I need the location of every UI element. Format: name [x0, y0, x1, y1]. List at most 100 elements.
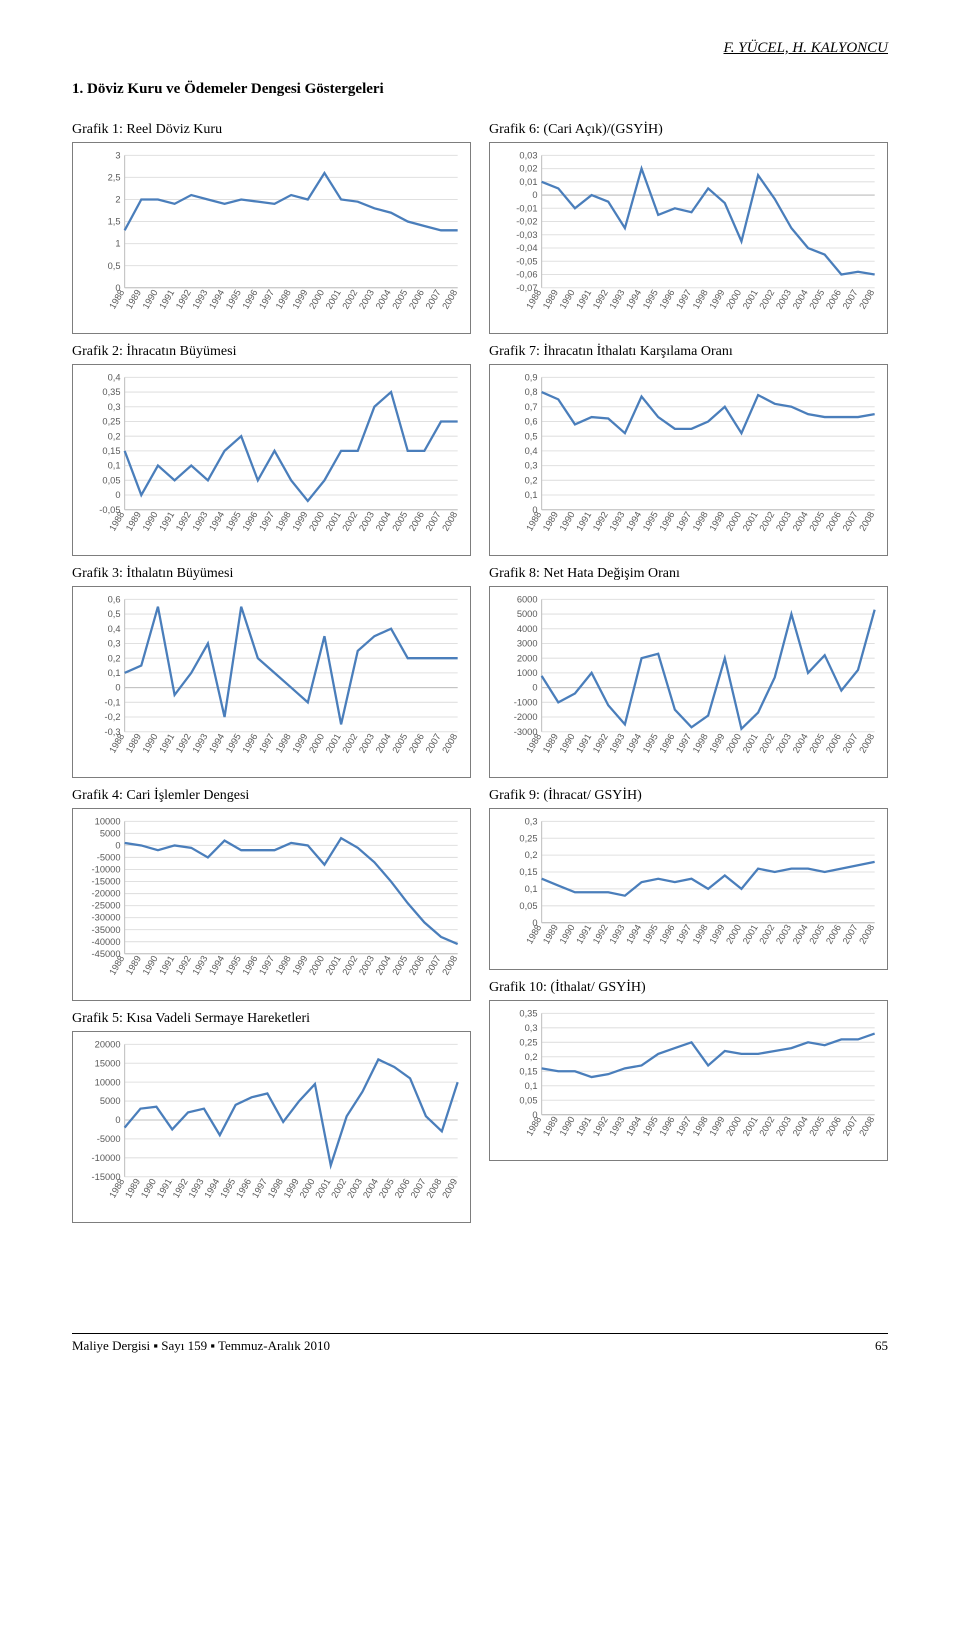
section-title: 1. Döviz Kuru ve Ödemeler Dengesi Göster…	[72, 81, 888, 98]
svg-text:2000: 2000	[307, 732, 326, 755]
svg-text:0,5: 0,5	[525, 431, 538, 441]
svg-text:1990: 1990	[558, 510, 577, 533]
svg-text:2002: 2002	[340, 732, 359, 755]
svg-text:5000: 5000	[100, 829, 121, 839]
svg-text:0: 0	[115, 841, 120, 851]
svg-text:2002: 2002	[329, 1176, 348, 1199]
svg-text:1997: 1997	[257, 288, 276, 311]
svg-text:2003: 2003	[774, 510, 793, 533]
svg-text:6000: 6000	[517, 595, 538, 605]
svg-text:2001: 2001	[741, 288, 760, 311]
svg-text:0,2: 0,2	[108, 654, 121, 664]
svg-text:2001: 2001	[314, 1176, 333, 1199]
chart-frame: -15000-10000-500005000100001500020000198…	[72, 1031, 471, 1223]
svg-text:2008: 2008	[440, 732, 459, 755]
svg-text:1995: 1995	[641, 510, 660, 533]
svg-text:0,3: 0,3	[108, 639, 121, 649]
svg-text:10000: 10000	[95, 817, 121, 827]
svg-text:1999: 1999	[708, 510, 727, 533]
svg-text:1989: 1989	[541, 288, 560, 311]
svg-text:1994: 1994	[203, 1176, 222, 1199]
svg-text:1999: 1999	[291, 954, 310, 977]
svg-text:2000: 2000	[724, 288, 743, 311]
chart-label-g4: Grafik 4: Cari İşlemler Dengesi	[72, 788, 471, 804]
svg-text:2008: 2008	[857, 1114, 876, 1137]
svg-text:2007: 2007	[841, 288, 860, 311]
svg-text:1992: 1992	[591, 1114, 610, 1137]
svg-text:1990: 1990	[141, 288, 160, 311]
svg-text:1989: 1989	[541, 1114, 560, 1137]
chart-frame: -0,07-0,06-0,05-0,04-0,03-0,02-0,0100,01…	[489, 142, 888, 334]
svg-text:1995: 1995	[641, 1114, 660, 1137]
svg-text:0: 0	[115, 683, 120, 693]
svg-text:1989: 1989	[541, 923, 560, 946]
chart-frame: 00,050,10,150,20,250,30,3519881989199019…	[489, 1000, 888, 1161]
chart-grid: Grafik 1: Reel Döviz Kuru 00,511,522,531…	[72, 112, 888, 1223]
svg-text:1990: 1990	[141, 954, 160, 977]
svg-text:1997: 1997	[250, 1176, 269, 1199]
chart-label-g1: Grafik 1: Reel Döviz Kuru	[72, 122, 471, 138]
svg-text:-0,04: -0,04	[516, 243, 537, 253]
svg-text:2006: 2006	[824, 1114, 843, 1137]
svg-text:1994: 1994	[207, 954, 226, 977]
svg-text:1998: 1998	[274, 732, 293, 755]
chart-g9: 00,050,10,150,20,250,3198819891990199119…	[492, 811, 885, 966]
svg-text:2009: 2009	[440, 1176, 459, 1199]
svg-text:2004: 2004	[791, 923, 810, 946]
svg-text:1998: 1998	[691, 923, 710, 946]
svg-text:1994: 1994	[207, 288, 226, 311]
svg-text:1991: 1991	[157, 954, 176, 977]
svg-text:1993: 1993	[608, 1114, 627, 1137]
svg-text:1997: 1997	[674, 1114, 693, 1137]
svg-text:-35000: -35000	[92, 925, 121, 935]
svg-text:0,1: 0,1	[108, 668, 121, 678]
svg-text:1995: 1995	[224, 510, 243, 533]
svg-text:1997: 1997	[674, 923, 693, 946]
svg-text:0,3: 0,3	[108, 402, 121, 412]
svg-text:2003: 2003	[774, 1114, 793, 1137]
chart-frame: -0,0500,050,10,150,20,250,30,350,4198819…	[72, 364, 471, 556]
chart-label-g8: Grafik 8: Net Hata Değişim Oranı	[489, 566, 888, 582]
svg-text:2003: 2003	[357, 510, 376, 533]
svg-text:5000: 5000	[100, 1096, 121, 1106]
svg-text:2003: 2003	[774, 288, 793, 311]
svg-text:1993: 1993	[191, 510, 210, 533]
svg-text:1991: 1991	[155, 1176, 174, 1199]
svg-text:0,4: 0,4	[108, 624, 121, 634]
svg-text:2003: 2003	[774, 923, 793, 946]
svg-text:1990: 1990	[558, 288, 577, 311]
chart-g6: -0,07-0,06-0,05-0,04-0,03-0,02-0,0100,01…	[492, 145, 885, 331]
chart-frame: 00,511,522,53198819891990199119921993199…	[72, 142, 471, 334]
svg-text:4000: 4000	[517, 624, 538, 634]
svg-text:2007: 2007	[841, 732, 860, 755]
svg-text:1997: 1997	[257, 954, 276, 977]
svg-text:2002: 2002	[340, 288, 359, 311]
svg-text:2008: 2008	[857, 288, 876, 311]
svg-text:1995: 1995	[641, 732, 660, 755]
svg-text:0,3: 0,3	[525, 1023, 538, 1033]
svg-text:0,2: 0,2	[525, 851, 538, 861]
svg-text:2003: 2003	[357, 288, 376, 311]
svg-text:2004: 2004	[374, 510, 393, 533]
svg-text:1995: 1995	[641, 288, 660, 311]
svg-text:1993: 1993	[191, 288, 210, 311]
svg-text:1990: 1990	[139, 1176, 158, 1199]
svg-text:2003: 2003	[345, 1176, 364, 1199]
svg-text:1993: 1993	[191, 732, 210, 755]
svg-text:2002: 2002	[757, 1114, 776, 1137]
svg-text:1991: 1991	[574, 1114, 593, 1137]
svg-text:0,1: 0,1	[525, 490, 538, 500]
svg-text:0,05: 0,05	[519, 1095, 537, 1105]
author-byline: F. YÜCEL, H. KALYONCU	[72, 40, 888, 57]
svg-text:0,25: 0,25	[519, 1037, 537, 1047]
svg-text:-0,05: -0,05	[516, 256, 537, 266]
svg-text:1992: 1992	[591, 510, 610, 533]
svg-text:2005: 2005	[807, 1114, 826, 1137]
svg-text:2005: 2005	[390, 510, 409, 533]
svg-text:0,15: 0,15	[102, 446, 120, 456]
svg-text:-0,2: -0,2	[104, 712, 120, 722]
svg-text:0: 0	[532, 190, 537, 200]
svg-text:-20000: -20000	[92, 889, 121, 899]
svg-text:-15000: -15000	[92, 877, 121, 887]
chart-g3: -0,3-0,2-0,100,10,20,30,40,50,6198819891…	[75, 589, 468, 775]
